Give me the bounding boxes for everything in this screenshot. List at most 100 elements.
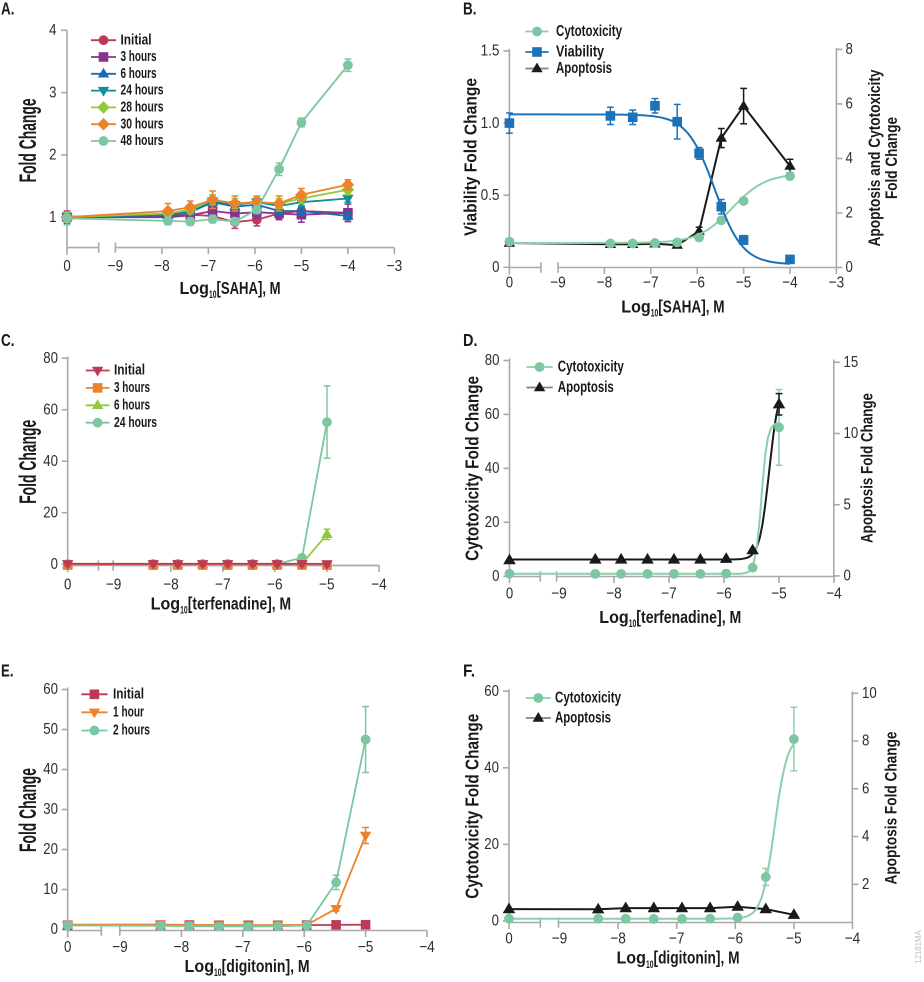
svg-text:80: 80 — [43, 350, 58, 367]
svg-text:E.: E. — [1, 660, 14, 680]
svg-text:10: 10 — [629, 618, 637, 630]
svg-text:20: 20 — [484, 836, 499, 853]
svg-text:Cytotoxicity: Cytotoxicity — [555, 690, 621, 707]
svg-text:D.: D. — [463, 330, 478, 350]
svg-text:30 hours: 30 hours — [121, 116, 164, 132]
svg-text:1.0: 1.0 — [481, 115, 500, 132]
svg-text:0: 0 — [505, 931, 512, 948]
svg-text:Log: Log — [185, 956, 215, 976]
svg-text:3 hours: 3 hours — [114, 380, 150, 396]
svg-text:4: 4 — [49, 22, 56, 39]
svg-text:80: 80 — [485, 352, 500, 369]
svg-text:Initial: Initial — [121, 32, 152, 48]
svg-text:2 hours: 2 hours — [113, 723, 150, 739]
svg-text:30: 30 — [43, 801, 58, 818]
svg-text:10: 10 — [862, 685, 877, 702]
svg-text:0: 0 — [506, 275, 513, 292]
svg-text:Apoptosis: Apoptosis — [556, 60, 612, 77]
svg-text:24 hours: 24 hours — [121, 83, 164, 99]
svg-text:−9: −9 — [551, 586, 567, 603]
svg-text:−8: −8 — [174, 939, 190, 956]
svg-text:5: 5 — [844, 496, 851, 513]
svg-text:−7: −7 — [201, 258, 217, 275]
svg-text:40: 40 — [485, 460, 500, 477]
svg-text:[terfenadine], M: [terfenadine], M — [188, 594, 291, 614]
svg-text:Log: Log — [151, 594, 181, 614]
svg-text:0.5: 0.5 — [481, 187, 500, 204]
svg-text:60: 60 — [485, 406, 500, 423]
svg-text:A.: A. — [1, 0, 15, 19]
svg-text:Apoptosis Fold Change: Apoptosis Fold Change — [857, 393, 876, 543]
svg-text:[terfenadine], M: [terfenadine], M — [636, 607, 741, 627]
svg-text:1 hour: 1 hour — [113, 704, 144, 720]
svg-text:−6: −6 — [728, 931, 744, 948]
svg-text:−4: −4 — [340, 258, 356, 275]
svg-text:Apoptosis: Apoptosis — [555, 710, 611, 727]
svg-text:−9: −9 — [112, 939, 128, 956]
svg-text:−7: −7 — [235, 939, 251, 956]
svg-text:48 hours: 48 hours — [121, 133, 164, 149]
svg-text:6 hours: 6 hours — [114, 397, 150, 413]
svg-text:0: 0 — [63, 258, 70, 275]
svg-text:40: 40 — [43, 761, 58, 778]
svg-text:8: 8 — [846, 41, 853, 58]
svg-text:−9: −9 — [108, 258, 124, 275]
svg-text:−4: −4 — [419, 939, 435, 956]
svg-text:2: 2 — [846, 205, 853, 222]
svg-text:Log: Log — [179, 278, 209, 298]
svg-text:−8: −8 — [610, 931, 626, 948]
svg-text:−9: −9 — [550, 275, 566, 292]
svg-text:−4: −4 — [782, 275, 798, 292]
svg-text:1.5: 1.5 — [481, 43, 500, 60]
svg-text:−7: −7 — [643, 275, 659, 292]
svg-text:6: 6 — [862, 781, 869, 798]
svg-text:Apoptosis Fold Change: Apoptosis Fold Change — [882, 732, 901, 885]
svg-text:−4: −4 — [826, 586, 842, 603]
svg-text:−9: −9 — [106, 577, 122, 594]
svg-text:3 hours: 3 hours — [121, 49, 157, 65]
svg-text:20: 20 — [43, 504, 58, 521]
svg-text:[digitonin], M: [digitonin], M — [222, 956, 310, 976]
svg-text:Fold Change: Fold Change — [15, 768, 42, 852]
svg-text:Log: Log — [621, 297, 651, 317]
svg-text:0: 0 — [51, 921, 58, 938]
svg-text:4: 4 — [862, 828, 869, 845]
svg-text:8: 8 — [862, 733, 869, 750]
svg-text:Viability Fold Change: Viability Fold Change — [461, 78, 481, 236]
svg-text:−5: −5 — [736, 275, 752, 292]
svg-text:−7: −7 — [669, 931, 685, 948]
svg-text:Fold Change: Fold Change — [883, 117, 901, 199]
svg-text:60: 60 — [484, 683, 499, 700]
svg-text:24 hours: 24 hours — [114, 415, 157, 431]
svg-text:1: 1 — [49, 209, 56, 226]
svg-text:12181MA: 12181MA — [914, 930, 923, 964]
svg-text:Log: Log — [599, 607, 629, 627]
svg-text:Initial: Initial — [113, 686, 144, 702]
svg-text:[SAHA], M: [SAHA], M — [658, 297, 724, 317]
svg-text:2: 2 — [49, 147, 56, 164]
svg-text:−8: −8 — [606, 586, 622, 603]
svg-text:−6: −6 — [296, 939, 312, 956]
svg-text:Fold Change: Fold Change — [15, 98, 42, 182]
svg-text:−6: −6 — [689, 275, 705, 292]
svg-text:−7: −7 — [215, 577, 231, 594]
svg-text:2: 2 — [862, 876, 869, 893]
svg-text:20: 20 — [43, 841, 58, 858]
svg-text:6 hours: 6 hours — [121, 66, 157, 82]
svg-text:28 hours: 28 hours — [121, 100, 164, 116]
svg-text:0: 0 — [844, 568, 851, 585]
svg-text:−8: −8 — [163, 577, 179, 594]
svg-text:10: 10 — [214, 967, 222, 979]
svg-text:−5: −5 — [319, 577, 335, 594]
svg-text:−7: −7 — [661, 586, 677, 603]
svg-text:0: 0 — [51, 556, 58, 573]
svg-text:0: 0 — [492, 259, 499, 276]
svg-text:−6: −6 — [247, 258, 263, 275]
svg-text:Cytotoxicity Fold Change: Cytotoxicity Fold Change — [462, 714, 482, 899]
svg-text:Cytotoxicity: Cytotoxicity — [558, 359, 624, 376]
svg-text:−5: −5 — [294, 258, 310, 275]
svg-text:10: 10 — [209, 289, 217, 301]
svg-text:Cytotoxicity: Cytotoxicity — [556, 23, 622, 40]
svg-text:20: 20 — [485, 514, 500, 531]
svg-text:10: 10 — [43, 881, 58, 898]
